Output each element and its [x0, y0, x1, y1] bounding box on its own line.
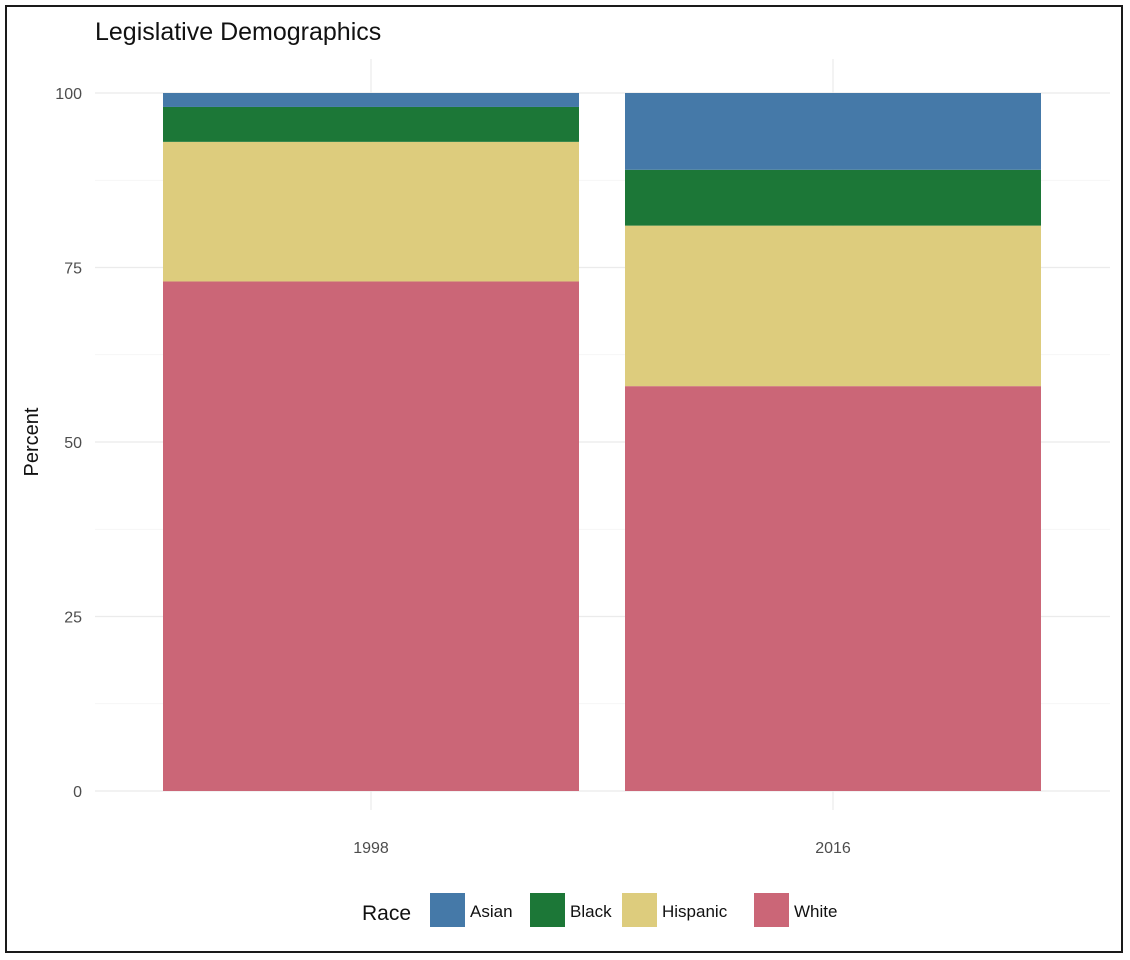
legend-label-asian: Asian — [470, 902, 513, 921]
y-axis-ticks: 0 25 50 75 100 — [55, 86, 82, 801]
bar-segment-black-2016 — [625, 169, 1041, 226]
legend-key-hispanic — [622, 893, 657, 927]
chart-title: Legislative Demographics — [95, 18, 381, 46]
legend-key-white — [754, 893, 789, 927]
bar-segment-hispanic-1998 — [163, 141, 579, 282]
legend-label-white: White — [794, 902, 837, 921]
bar-segment-white-1998 — [163, 281, 579, 791]
x-tick-label: 2016 — [815, 840, 851, 857]
legend-key-black — [530, 893, 565, 927]
bar-segment-asian-1998 — [163, 93, 579, 107]
legend-label-hispanic: Hispanic — [662, 902, 728, 921]
y-tick-label: 25 — [64, 610, 82, 627]
bar-segment-hispanic-2016 — [625, 225, 1041, 387]
x-tick-label: 1998 — [353, 840, 389, 857]
x-axis-ticks: 1998 2016 — [353, 840, 851, 857]
y-tick-label: 50 — [64, 435, 82, 452]
legend-title: Race — [362, 902, 411, 925]
bar-segment-asian-2016 — [625, 93, 1041, 170]
y-tick-label: 100 — [55, 86, 82, 103]
y-tick-label: 0 — [73, 784, 82, 801]
bar-segment-black-1998 — [163, 106, 579, 142]
legend: Race Asian Black Hispanic White — [362, 893, 837, 927]
y-axis-title: Percent — [21, 407, 43, 476]
bar-segment-white-2016 — [625, 386, 1041, 791]
bars — [163, 93, 1041, 791]
legend-key-asian — [430, 893, 465, 927]
y-tick-label: 75 — [64, 261, 82, 278]
legend-label-black: Black — [570, 902, 612, 921]
